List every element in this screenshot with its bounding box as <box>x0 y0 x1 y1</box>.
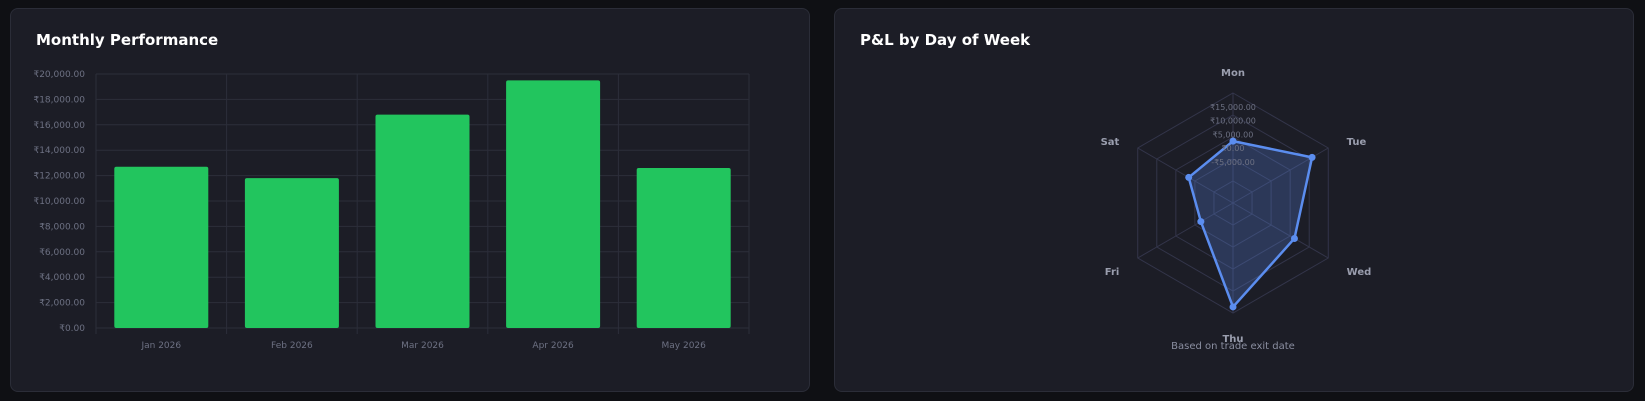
x-tick-label: Apr 2026 <box>532 341 574 351</box>
monthly-performance-chart: ₹0.00 ₹2,000.00 ₹4,000.00 ₹6,000.00 ₹8,000.0… <box>33 70 750 351</box>
weekday-axis-label: Thu <box>1222 334 1243 345</box>
y-tick-label: ₹4,000.00 <box>39 273 85 283</box>
y-tick-label: ₹12,000.00 <box>33 172 85 182</box>
y-tick-label: ₹20,000.00 <box>33 70 85 80</box>
monthly-performance-title: Monthly Performance <box>36 31 219 49</box>
weekday-axis-label: Tue <box>1347 137 1367 148</box>
x-tick-label: Mar 2026 <box>401 341 444 351</box>
bar <box>114 166 209 328</box>
bar <box>244 178 339 328</box>
radial-tick-label: ₹10,000.00 <box>1210 117 1256 126</box>
y-tick-label: ₹2,000.00 <box>39 299 85 309</box>
weekday-axis-label: Fri <box>1105 267 1120 278</box>
y-tick-label: ₹6,000.00 <box>39 248 85 258</box>
bar <box>506 80 601 328</box>
x-tick-label: May 2026 <box>662 341 707 351</box>
radial-tick-label: ₹0.00 <box>1222 144 1245 153</box>
radar-spoke <box>1137 147 1234 204</box>
weekday-axis-label: Sat <box>1101 137 1120 148</box>
pnl-data-point <box>1290 234 1298 242</box>
x-tick-label: Jan 2026 <box>140 341 181 351</box>
y-tick-label: ₹14,000.00 <box>33 146 85 156</box>
radial-tick-label: ₹15,000.00 <box>1210 103 1256 112</box>
weekday-axis-label: Wed <box>1347 267 1372 278</box>
pnl-data-point <box>1185 173 1193 181</box>
y-tick-label: ₹18,000.00 <box>33 95 85 105</box>
y-tick-label: ₹10,000.00 <box>33 197 85 207</box>
x-tick-label: Feb 2026 <box>271 341 313 351</box>
y-tick-label: ₹0.00 <box>59 324 85 334</box>
radar-spoke <box>1137 202 1234 259</box>
radial-tick-label: ₹5,000.00 <box>1213 130 1254 139</box>
chart-footnote: Based on trade exit date <box>1171 341 1295 352</box>
y-tick-label: ₹8,000.00 <box>39 222 85 232</box>
bar <box>636 167 731 328</box>
pnl-data-point <box>1197 218 1205 226</box>
pnl-by-weekday-chart: -₹5,000.00 ₹0.00 ₹5,000.00 ₹10,000.00 ₹15,00… <box>1101 68 1372 352</box>
monthly-performance-card: Monthly Performance ₹0.00 ₹2,000.00 ₹4,000… <box>10 8 810 392</box>
pnl-by-weekday-card: P&L by Day of Week -₹5,000.00 ₹0.00 ₹5,000… <box>834 8 1634 392</box>
pnl-by-weekday-title: P&L by Day of Week <box>860 31 1031 49</box>
pnl-data-point <box>1308 153 1316 161</box>
weekday-axis-label: Mon <box>1221 68 1245 79</box>
pnl-data-point <box>1229 303 1237 311</box>
pnl-data-point <box>1229 137 1237 145</box>
radial-tick-label: -₹5,000.00 <box>1211 158 1255 167</box>
bar <box>375 114 470 328</box>
y-tick-label: ₹16,000.00 <box>33 121 85 131</box>
radar-spoke <box>1232 202 1329 259</box>
